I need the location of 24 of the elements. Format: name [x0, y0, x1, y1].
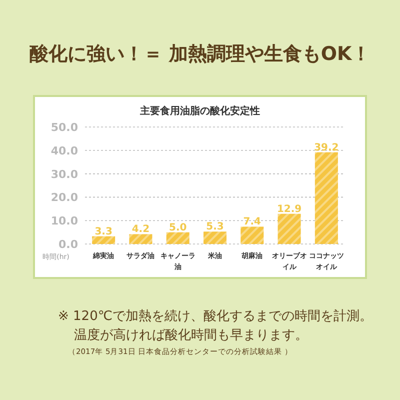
- y-tick-label: 40.0: [50, 144, 78, 158]
- text: 温度が高ければ酸化時間も早まります。: [74, 327, 308, 343]
- bar: [129, 234, 152, 244]
- y-tick-label: 0.0: [58, 238, 78, 251]
- data-label: 5.3: [206, 222, 224, 233]
- data-label: 39.2: [314, 142, 339, 154]
- bar: [314, 152, 338, 244]
- bar: [240, 226, 264, 244]
- bar: [278, 214, 301, 244]
- bar: [203, 232, 227, 244]
- data-label: 3.3: [94, 226, 112, 238]
- chart-title: 酸化に強い！＝ 加熱調理や生食もOK！: [29, 43, 371, 65]
- data-label: 5.0: [169, 222, 187, 234]
- y-tick-label: 30.0: [50, 168, 78, 181]
- chart-subtitle: 主要食用油脂の酸化安定性: [139, 105, 260, 117]
- data-label: 4.2: [132, 224, 150, 236]
- y-tick-label: 10.0: [50, 214, 78, 228]
- y-tick-label: 20.0: [50, 191, 78, 204]
- bar: [166, 232, 190, 244]
- bar: [92, 236, 116, 244]
- data-label: 12.9: [276, 204, 302, 215]
- data-label: 7.4: [243, 216, 262, 228]
- text: ※ 120℃で加熱を続け、酸化するまでの時間を計測。: [58, 309, 372, 324]
- y-tick-label: 50.0: [50, 121, 78, 134]
